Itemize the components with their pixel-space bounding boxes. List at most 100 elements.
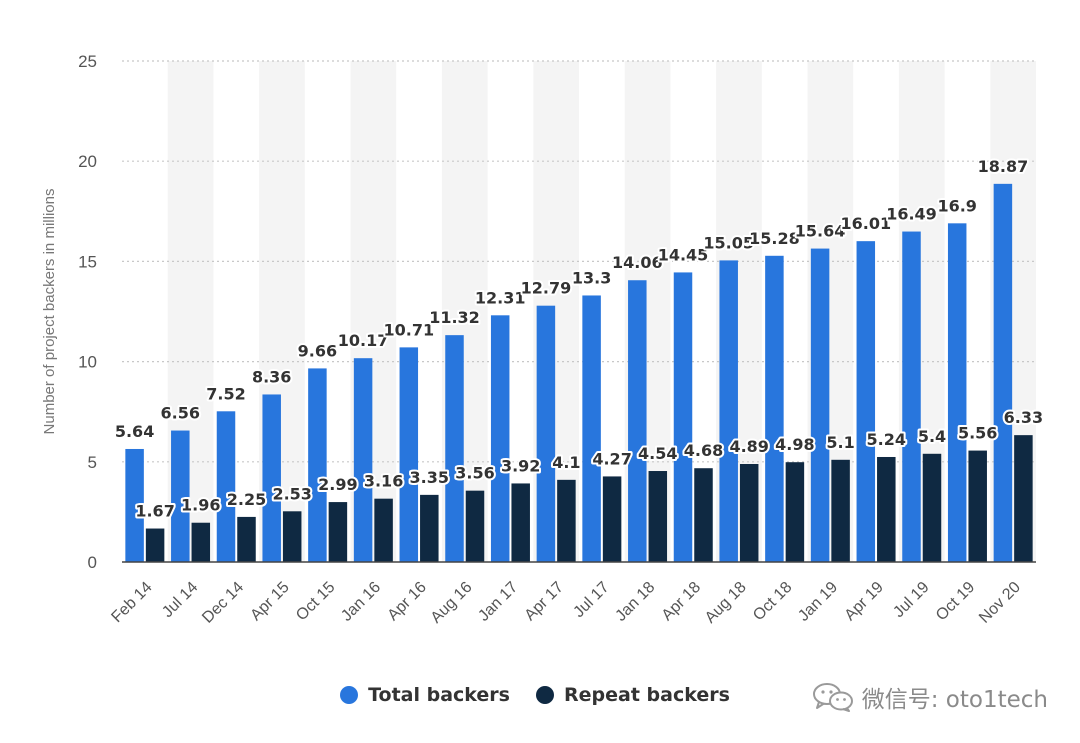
y-tick-label: 20 [78, 152, 97, 171]
y-axis-ticks: 0 5 10 15 20 25 [78, 52, 97, 572]
bar-total-backers[interactable] [582, 295, 601, 562]
x-tick-label: Jan 19 [795, 579, 841, 625]
y-axis-title: Number of project backers in millions [41, 189, 58, 435]
x-tick-label: Jan 16 [338, 579, 384, 625]
data-label-repeat-backers: 5.24 [867, 430, 906, 449]
data-label-total-backers: 6.56 [161, 404, 200, 423]
bar-total-backers[interactable] [810, 248, 830, 562]
legend-marker-total-backers [340, 686, 359, 704]
data-label-repeat-backers: 5.56 [958, 424, 997, 443]
bar-repeat-backers[interactable] [739, 464, 759, 562]
data-label-repeat-backers: 4.27 [592, 449, 631, 468]
data-label-total-backers: 10.71 [383, 320, 434, 339]
bar-total-backers[interactable] [993, 183, 1013, 562]
data-label-total-backers: 14.45 [658, 245, 709, 264]
data-label-repeat-backers: 6.33 [1004, 408, 1043, 427]
bar-total-backers[interactable] [490, 315, 510, 562]
watermark: 微信号: oto1tech [812, 680, 1048, 714]
bar-total-backers[interactable] [125, 448, 144, 562]
data-label-total-backers: 16.9 [937, 196, 976, 215]
data-label-total-backers: 9.66 [298, 341, 337, 360]
x-tick-label: Oct 19 [933, 579, 978, 624]
legend-item-repeat-backers[interactable]: Repeat backers [536, 684, 730, 706]
data-label-total-backers: 7.52 [206, 384, 245, 403]
x-tick-label: Oct 15 [293, 579, 338, 624]
bar-total-backers[interactable] [947, 223, 967, 562]
x-tick-label: Apr 16 [385, 579, 430, 624]
x-tick-label: Jan 18 [612, 579, 658, 625]
bar-repeat-backers[interactable] [602, 476, 622, 562]
data-label-total-backers: 18.87 [978, 157, 1029, 176]
bar-repeat-backers[interactable] [557, 479, 576, 562]
bar-repeat-backers[interactable] [282, 511, 302, 562]
bar-repeat-backers[interactable] [785, 462, 805, 562]
bar-total-backers[interactable] [628, 280, 647, 562]
bar-repeat-backers[interactable] [648, 471, 668, 562]
x-tick-label: Jan 17 [475, 579, 521, 625]
bar-repeat-backers[interactable] [877, 456, 896, 562]
x-tick-label: Dec 14 [199, 579, 247, 627]
y-tick-label: 10 [78, 353, 97, 372]
bar-total-backers[interactable] [262, 394, 281, 562]
bar-repeat-backers[interactable] [1014, 435, 1033, 562]
y-tick-label: 5 [88, 453, 97, 472]
bar-repeat-backers[interactable] [191, 522, 211, 562]
bar-total-backers[interactable] [765, 255, 784, 562]
bar-total-backers[interactable] [673, 272, 693, 562]
data-label-repeat-backers: 3.35 [410, 468, 449, 487]
bar-repeat-backers[interactable] [968, 450, 987, 562]
legend-label-total-backers: Total backers [368, 684, 510, 706]
data-label-repeat-backers: 4.68 [684, 441, 723, 460]
bar-repeat-backers[interactable] [328, 502, 348, 562]
data-label-total-backers: 16.49 [886, 205, 937, 224]
data-label-repeat-backers: 3.56 [455, 464, 494, 483]
data-label-repeat-backers: 1.96 [181, 496, 220, 515]
bar-total-backers[interactable] [902, 231, 921, 562]
bar-repeat-backers[interactable] [374, 498, 393, 562]
bar-total-backers[interactable] [719, 260, 738, 562]
data-label-total-backers: 10.17 [338, 331, 389, 350]
bar-total-backers[interactable] [171, 430, 190, 562]
data-label-total-backers: 11.32 [429, 308, 480, 327]
bar-repeat-backers[interactable] [694, 468, 713, 562]
y-tick-label: 15 [78, 252, 97, 271]
data-label-repeat-backers: 4.89 [729, 437, 768, 456]
x-tick-label: Nov 20 [976, 579, 1024, 627]
bar-repeat-backers[interactable] [145, 528, 165, 562]
x-tick-label: Apr 19 [842, 579, 887, 624]
data-label-repeat-backers: 1.67 [135, 502, 174, 521]
bar-total-backers[interactable] [536, 305, 556, 562]
data-label-repeat-backers: 4.54 [638, 444, 677, 463]
bar-repeat-backers[interactable] [237, 516, 256, 562]
bar-repeat-backers[interactable] [511, 483, 530, 562]
bar-total-backers[interactable] [308, 368, 327, 562]
wechat-icon [812, 683, 853, 712]
data-label-total-backers: 8.36 [252, 367, 291, 386]
bar-total-backers[interactable] [445, 335, 464, 562]
data-label-total-backers: 5.64 [115, 422, 154, 441]
bar-total-backers[interactable] [856, 241, 876, 562]
legend-item-total-backers[interactable]: Total backers [340, 684, 510, 706]
bar-repeat-backers[interactable] [831, 459, 850, 562]
y-tick-label: 25 [78, 52, 97, 71]
data-label-total-backers: 12.79 [521, 279, 572, 298]
data-label-total-backers: 14.06 [612, 253, 663, 272]
data-label-repeat-backers: 5.4 [918, 427, 946, 446]
data-label-total-backers: 16.01 [840, 214, 891, 233]
legend-marker-repeat-backers [536, 686, 554, 704]
bar-total-backers[interactable] [399, 347, 419, 562]
x-tick-label: Apr 17 [522, 579, 567, 624]
x-tick-label: Jul 19 [890, 579, 932, 621]
data-label-total-backers: 15.28 [749, 229, 800, 248]
bar-repeat-backers[interactable] [465, 490, 485, 562]
data-label-repeat-backers: 5.1 [826, 433, 854, 452]
bar-total-backers[interactable] [353, 358, 373, 562]
data-label-total-backers: 12.31 [475, 288, 526, 307]
x-tick-label: Aug 18 [702, 579, 750, 627]
bar-total-backers[interactable] [216, 411, 236, 562]
data-label-total-backers: 15.05 [703, 233, 754, 252]
bar-repeat-backers[interactable] [420, 494, 439, 562]
bar-repeat-backers[interactable] [922, 453, 942, 562]
